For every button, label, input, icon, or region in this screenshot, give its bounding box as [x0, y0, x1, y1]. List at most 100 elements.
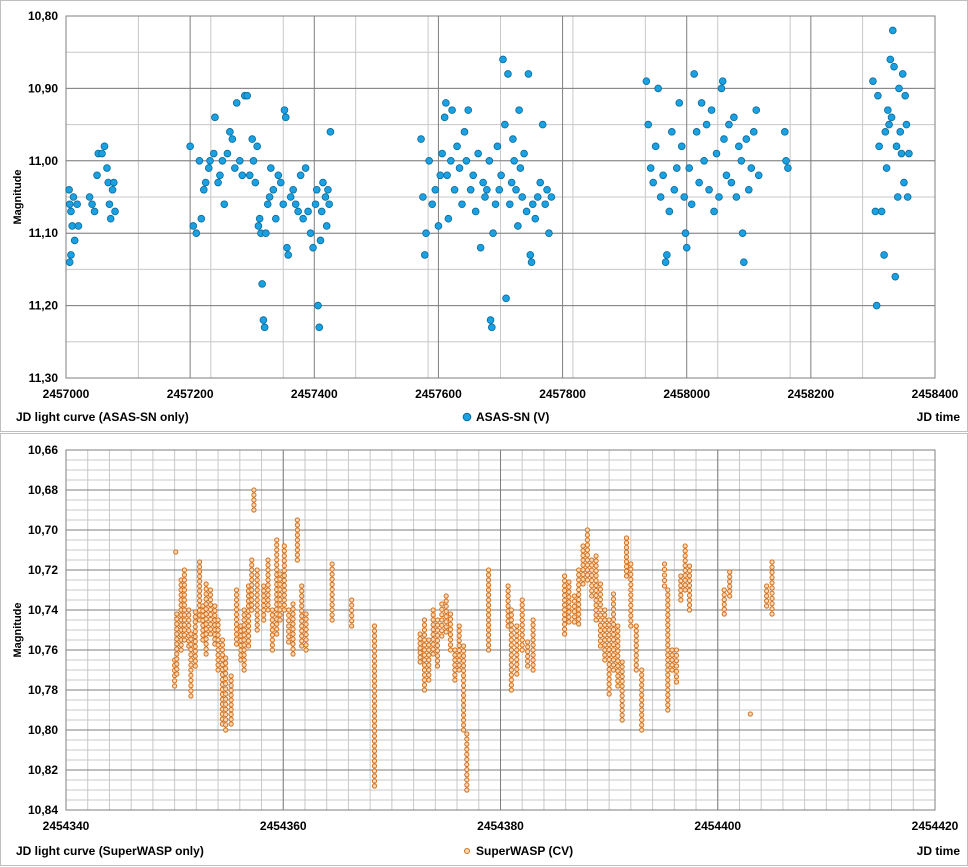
data-point: [233, 607, 240, 613]
data-point: [721, 611, 727, 617]
data-point: [290, 626, 296, 632]
data-point: [174, 616, 180, 622]
data-point: [597, 633, 604, 639]
data-point: [203, 611, 209, 617]
data-point: [665, 602, 671, 608]
data-point: [514, 671, 520, 677]
data-point: [286, 639, 292, 645]
data-point: [420, 251, 429, 259]
data-point: [241, 657, 247, 663]
data-point: [299, 603, 305, 609]
data-point: [597, 617, 604, 623]
data-point: [584, 577, 591, 583]
data-point: [312, 185, 321, 194]
data-point: [905, 149, 913, 158]
data-point: [464, 777, 470, 783]
data-point: [274, 562, 280, 568]
data-point: [464, 751, 470, 757]
data-point: [349, 597, 355, 603]
data-point: [329, 591, 335, 598]
data-point: [421, 642, 428, 648]
data-point: [769, 585, 775, 591]
data-point: [269, 647, 275, 653]
data-point: [207, 592, 214, 598]
data-point: [447, 647, 454, 653]
data-point: [371, 628, 378, 634]
data-point: [245, 171, 254, 180]
data-point: [720, 135, 728, 143]
data-point: [438, 149, 446, 158]
data-point: [514, 642, 520, 648]
data-point: [681, 229, 690, 238]
data-point: [228, 687, 234, 694]
data-point: [226, 128, 234, 136]
data-point: [223, 149, 232, 158]
data-point: [223, 727, 229, 733]
data-point: [522, 207, 531, 216]
data-point: [417, 659, 423, 665]
data-point: [274, 547, 280, 553]
data-point: [742, 135, 751, 143]
data-point: [371, 743, 378, 749]
data-point: [602, 617, 608, 623]
data-point: [223, 696, 229, 702]
data-point: [561, 626, 568, 632]
data-point: [519, 602, 525, 608]
data-point: [241, 632, 247, 638]
data-point: [514, 657, 520, 663]
data-point: [589, 577, 595, 584]
data-point: [460, 643, 467, 649]
data-point: [426, 667, 432, 673]
data-point: [371, 668, 378, 674]
data-point: [286, 607, 292, 613]
data-point: [294, 207, 302, 216]
data-point: [249, 567, 255, 573]
data-point: [436, 171, 445, 180]
data-point: [329, 586, 335, 593]
data-point: [665, 662, 671, 668]
data-point: [421, 682, 428, 688]
data-point: [317, 207, 326, 216]
data-point: [249, 572, 255, 578]
data-point: [508, 627, 514, 633]
data-point: [452, 652, 458, 658]
data-point: [610, 667, 617, 673]
data-point: [871, 207, 880, 216]
data-point: [460, 727, 467, 733]
data-point: [519, 637, 525, 643]
data-point: [299, 643, 305, 649]
data-point: [633, 657, 639, 663]
data-point: [485, 577, 492, 583]
data-point: [530, 662, 536, 668]
data-point: [602, 647, 608, 653]
data-point: [576, 616, 582, 622]
data-point: [281, 587, 287, 593]
data-point: [430, 636, 436, 642]
data-point: [727, 583, 733, 590]
data-point: [682, 567, 688, 574]
data-point: [584, 542, 591, 548]
data-point: [274, 542, 280, 548]
data-point: [615, 663, 621, 669]
data-point: [174, 651, 180, 657]
data-point: [576, 582, 582, 588]
data-point: [628, 587, 634, 593]
data-point: [903, 193, 912, 201]
data-point: [233, 626, 240, 632]
data-point: [597, 643, 604, 649]
data-point: [485, 617, 492, 623]
data-point: [566, 594, 572, 600]
data-point: [509, 135, 517, 143]
data-point: [314, 301, 322, 310]
data-point: [203, 596, 209, 602]
data-point: [619, 702, 625, 709]
data-point: [186, 607, 192, 613]
data-point: [615, 638, 621, 644]
data-point: [254, 622, 260, 628]
data-point: [649, 178, 657, 187]
data-point: [245, 633, 252, 639]
data-point: [663, 251, 671, 259]
data-point: [421, 687, 428, 693]
data-point: [281, 548, 287, 554]
data-point: [241, 622, 247, 628]
